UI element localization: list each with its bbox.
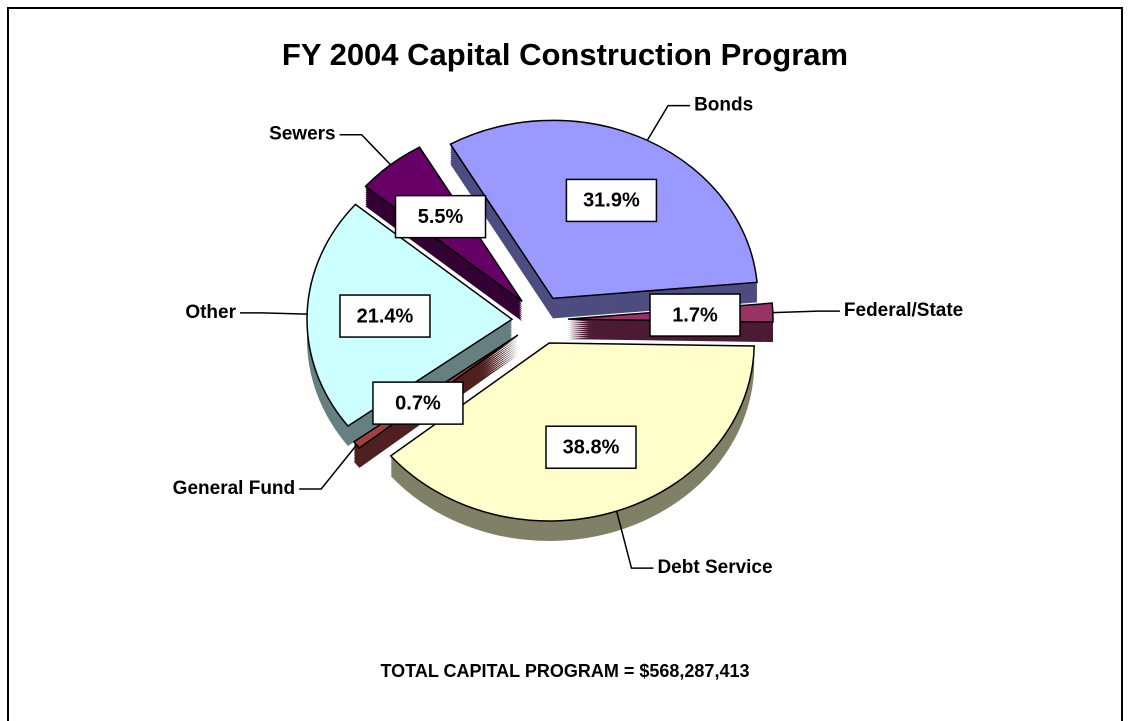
value-label-box bbox=[339, 294, 431, 338]
leader-line bbox=[299, 444, 358, 490]
leader-line bbox=[646, 104, 691, 141]
category-label: General Fund bbox=[173, 478, 295, 499]
value-label-box bbox=[372, 381, 464, 425]
annotation: TOTAL CAPITAL PROGRAM = $568,287,413 bbox=[381, 661, 750, 681]
value-label-box bbox=[565, 178, 658, 223]
leader-line bbox=[240, 312, 308, 315]
leader-line bbox=[772, 310, 840, 314]
leader-line bbox=[339, 133, 392, 166]
value-label: 38.8% bbox=[563, 437, 620, 459]
category-label: Bonds bbox=[694, 95, 753, 116]
value-label-box bbox=[394, 194, 487, 239]
value-label: 21.4% bbox=[357, 305, 414, 327]
category-label: Other bbox=[185, 302, 236, 323]
category-label: Federal/State bbox=[844, 300, 963, 321]
value-label: 31.9% bbox=[583, 190, 640, 212]
chart-title: FY 2004 Capital Construction Program bbox=[282, 37, 848, 72]
value-label: 5.5% bbox=[418, 206, 464, 228]
value-label-box bbox=[545, 425, 637, 469]
value-label: 0.7% bbox=[395, 392, 441, 414]
category-label: Debt Service bbox=[657, 557, 772, 578]
pie-labels: 31.9% Bonds 1.7% Federal/State 38.8% Debt Ser… bbox=[173, 95, 964, 578]
value-label-box bbox=[649, 293, 741, 337]
value-label: 1.7% bbox=[672, 304, 718, 326]
leader-line bbox=[615, 510, 654, 569]
category-label: Sewers bbox=[269, 124, 336, 145]
